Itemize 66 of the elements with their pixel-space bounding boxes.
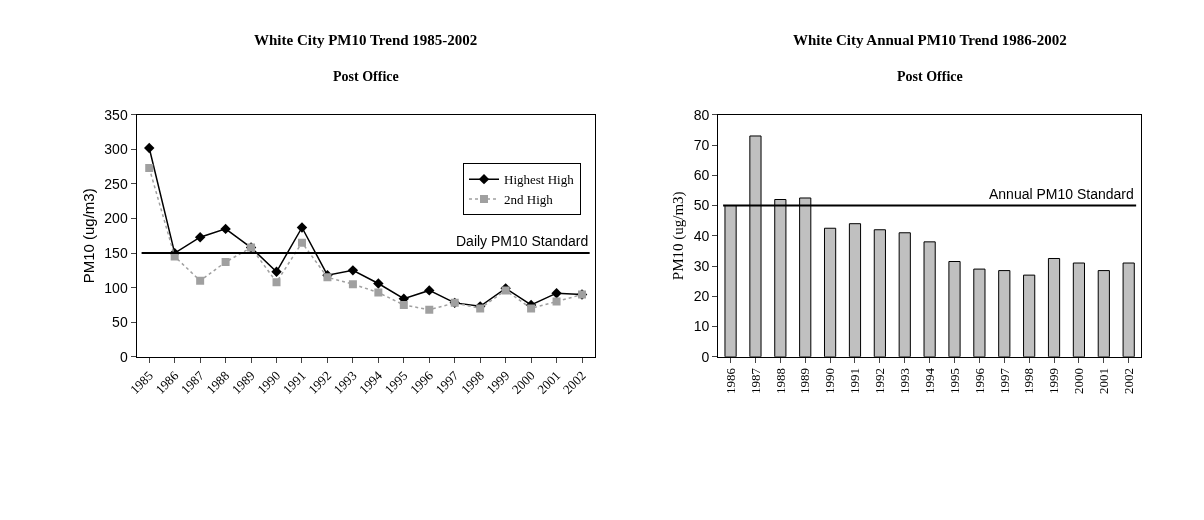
point [551,287,562,299]
point [144,142,155,154]
y-tick-label: 10 [693,318,710,335]
x-tick-label: 1991 [847,368,863,394]
y-axis-title: PM10 (ug/m3) [79,188,97,284]
y-tick-label: 100 [104,279,128,296]
point [220,223,231,235]
point [424,285,435,296]
y-tick-label: 200 [104,210,128,227]
y-tick-label: 0 [119,348,128,365]
point [296,222,308,233]
x-tick-label: 1986 [722,367,738,394]
y-tick-label: 350 [104,106,128,123]
y-tick-label: 150 [104,244,128,261]
x-tick-label: 1995 [946,368,962,394]
y-tick-label: 40 [693,227,710,244]
legend-label: 2nd High [504,192,554,208]
point [194,231,206,243]
y-tick-label: 0 [701,348,710,365]
chart-title: White City PM10 Trend 1985-2002 [254,32,478,48]
point [145,164,154,173]
x-tick-label: 1987 [747,367,763,394]
chart-title: White City Annual PM10 Trend 1986-2002 [793,32,1067,48]
x-tick-label: 1994 [921,367,937,394]
x-tick-label: 1993 [330,368,360,397]
point [399,300,408,309]
chart-subtitle: Post Office [333,69,399,84]
point [373,278,384,289]
x-tick-label: 1988 [772,368,788,394]
point [552,297,561,306]
x-tick-label: 2002 [1120,368,1136,394]
point [196,276,205,285]
x-tick-label: 2000 [1071,368,1087,394]
x-tick-label: 1997 [996,367,1012,394]
ref-line-label: Daily PM10 Standard [456,233,589,249]
point [271,266,282,277]
legend-label: Highest High [504,172,575,188]
x-tick-label: 1998 [1021,368,1037,394]
y-tick-label: 30 [693,257,710,274]
x-tick-label: 1999 [1046,368,1062,394]
point [374,288,383,297]
x-tick-label: 2001 [534,368,564,397]
y-axis-title: PM10 (ug/m3) [670,191,687,281]
point [297,238,306,247]
x-tick-label: 1992 [872,368,888,394]
x-tick-label: 2001 [1096,368,1112,394]
point [527,304,536,313]
point [272,278,281,287]
y-tick-label: 300 [104,141,128,158]
x-tick-label: 1990 [822,368,838,394]
point [221,258,230,267]
point [425,305,434,314]
chart-subtitle: Post Office [897,69,963,84]
ref-line-label: Annual PM10 Standard [989,186,1134,202]
y-tick-label: 250 [104,175,128,192]
x-tick-label: 1989 [797,368,813,394]
y-tick-label: 60 [693,167,710,184]
y-tick-label: 20 [693,288,710,305]
y-tick-label: 70 [693,136,710,153]
y-tick-label: 80 [693,106,710,123]
x-tick-label: 1996 [971,367,987,394]
point [347,265,359,276]
y-tick-label: 50 [693,197,710,214]
point [348,280,357,289]
x-tick-label: 1993 [896,368,912,394]
y-tick-label: 50 [112,314,128,331]
